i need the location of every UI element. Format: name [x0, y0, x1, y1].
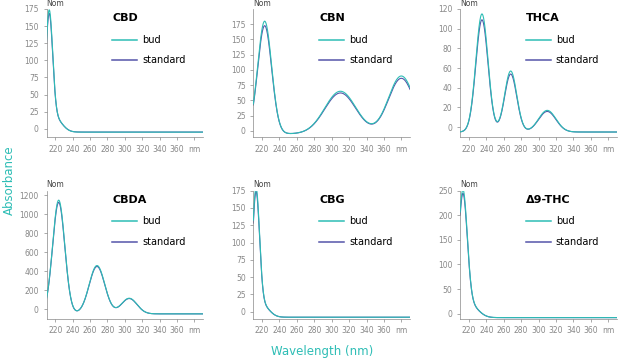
Text: CBG: CBG — [319, 194, 345, 204]
Text: standard: standard — [349, 55, 392, 65]
Text: CBD: CBD — [112, 13, 138, 23]
Text: bud: bud — [349, 35, 368, 45]
Text: bud: bud — [556, 216, 574, 226]
Text: Δ9-THC: Δ9-THC — [526, 194, 570, 204]
Text: standard: standard — [142, 55, 185, 65]
Text: Nom: Nom — [46, 180, 64, 189]
Text: standard: standard — [142, 237, 185, 247]
Text: Nom: Nom — [46, 0, 64, 8]
Text: bud: bud — [142, 35, 161, 45]
Text: Nom: Nom — [460, 0, 478, 8]
Text: standard: standard — [556, 237, 599, 247]
Text: bud: bud — [556, 35, 574, 45]
Text: Nom: Nom — [460, 180, 478, 189]
Text: CBDA: CBDA — [112, 194, 147, 204]
Text: standard: standard — [556, 55, 599, 65]
Text: bud: bud — [349, 216, 368, 226]
Text: Nom: Nom — [254, 0, 271, 8]
Text: THCA: THCA — [526, 13, 560, 23]
Text: bud: bud — [142, 216, 161, 226]
Text: Wavelength (nm): Wavelength (nm) — [272, 345, 373, 358]
Text: standard: standard — [349, 237, 392, 247]
Text: CBN: CBN — [319, 13, 345, 23]
Text: Absorbance: Absorbance — [3, 145, 16, 215]
Text: Nom: Nom — [254, 180, 271, 189]
